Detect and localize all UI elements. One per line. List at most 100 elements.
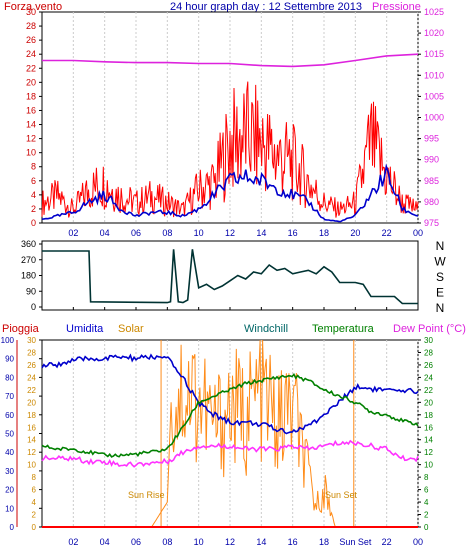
solar-tick-label: 28 (27, 348, 36, 357)
wind-tick-label: 10 (26, 148, 36, 158)
wind-x-tick-label: 00 (413, 228, 423, 238)
humidity-line (41, 353, 419, 435)
pressure-right-axis: 1025 1020 1015 1010 1005 1000 995 990 985 980 975 (418, 7, 444, 228)
pressure-tick-label: 975 (424, 218, 439, 228)
compass-label: W (434, 255, 446, 269)
solar-tick-label: 2 (32, 511, 37, 520)
temperature-tick-label: 8 (424, 473, 429, 482)
direction-tick-label: 0 (31, 302, 36, 312)
pressure-tick-label: 1020 (424, 28, 444, 38)
wind-x-axis: 02 04 06 08 10 12 14 16 18 20 22 00 (68, 228, 423, 238)
humidity-tick-label: 50 (5, 430, 14, 439)
temperature-tick-label: 30 (424, 336, 433, 345)
pressure-axis-title: Pressione (372, 1, 421, 13)
wind-tick-label: 16 (26, 105, 36, 115)
humidity-tick-label: 80 (5, 373, 14, 382)
humidity-tick-label: 20 (5, 486, 14, 495)
wind-tick-label: 12 (26, 134, 36, 144)
direction-left-axis: 360 270 180 90 0 (21, 239, 42, 312)
wind-x-tick-label: 16 (288, 228, 298, 238)
humidity-tick-label: 100 (1, 336, 15, 345)
direction-tick-label: 270 (21, 255, 36, 265)
humidity-tick-label: 40 (5, 448, 14, 457)
wind-tick-label: 0 (31, 218, 36, 228)
weather-x-tick-label: 10 (194, 537, 204, 547)
temperature-tick-label: 6 (424, 486, 429, 495)
wind-x-tick-label: 04 (100, 228, 110, 238)
direction-series (42, 249, 418, 305)
legend-rain: Pioggia (2, 323, 40, 335)
compass-label: S (436, 270, 444, 284)
weather-x-tick-label: 14 (256, 537, 266, 547)
temperature-tick-label: 22 (424, 386, 433, 395)
wind-speed-line (41, 81, 419, 218)
temperature-tick-label: 2 (424, 511, 429, 520)
pressure-tick-label: 1010 (424, 70, 444, 80)
pressure-tick-label: 990 (424, 155, 439, 165)
sun-set-label: Sun Set (325, 490, 358, 500)
wind-x-tick-label: 08 (162, 228, 172, 238)
solar-tick-label: 0 (32, 523, 37, 532)
humidity-tick-label: 60 (5, 411, 14, 420)
legend-dewpoint: Dew Point (°C) (393, 323, 466, 335)
legend-solar: Solar (118, 323, 144, 335)
wind-x-tick-label: 14 (256, 228, 266, 238)
weather-x-axis: 02 04 06 08 10 12 14 16 18 Sun Set 22 00 (68, 537, 423, 547)
wind-x-tick-label: 22 (382, 228, 392, 238)
sun-set-axis-label: Sun Set (339, 537, 372, 547)
wind-axis-title: Forza vento (4, 1, 62, 13)
legend-windchill: Windchill (244, 323, 288, 335)
wind-x-tick-label: 10 (194, 228, 204, 238)
weather-x-tick-label: 06 (131, 537, 141, 547)
wind-tick-label: 24 (26, 49, 36, 59)
wind-tick-label: 18 (26, 91, 36, 101)
temperature-tick-label: 18 (424, 411, 433, 420)
temperature-tick-label: 28 (424, 348, 433, 357)
weather-x-tick-label: 02 (68, 537, 78, 547)
temperature-tick-label: 26 (424, 361, 433, 370)
solar-tick-label: 6 (32, 486, 37, 495)
direction-x-axis (72, 307, 419, 310)
solar-tick-label: 24 (27, 373, 36, 382)
wind-tick-label: 28 (26, 21, 36, 31)
weather-series (41, 339, 419, 528)
legend-humidity: Umidita (66, 323, 104, 335)
weather-x-tick-label: 12 (225, 537, 235, 547)
solar-tick-label: 30 (27, 336, 36, 345)
weather-x-tick-label: 22 (382, 537, 392, 547)
wind-tick-label: 14 (26, 120, 36, 130)
weather-x-tick-label: 00 (413, 537, 423, 547)
weather-x-tick-label: 08 (162, 537, 172, 547)
weather-x-tick-label: 16 (288, 537, 298, 547)
temperature-tick-label: 4 (424, 498, 429, 507)
compass-label: N (436, 301, 445, 315)
temperature-tick-label: 24 (424, 373, 433, 382)
temperature-tick-label: 16 (424, 423, 433, 432)
pressure-tick-label: 980 (424, 197, 439, 207)
legend-temperature: Temperatura (312, 323, 375, 335)
wind-x-tick-label: 02 (68, 228, 78, 238)
compass-label: N (436, 239, 445, 253)
dewpoint-line (41, 439, 419, 468)
temperature-tick-label: 20 (424, 398, 433, 407)
solar-tick-label: 4 (32, 498, 37, 507)
compass-label: E (436, 286, 444, 300)
solar-tick-label: 26 (27, 361, 36, 370)
wind-x-tick-label: 20 (350, 228, 360, 238)
wind-x-tick-label: 12 (225, 228, 235, 238)
wind-series (41, 53, 419, 223)
wind-tick-label: 26 (26, 35, 36, 45)
wind-tick-label: 30 (26, 7, 36, 17)
chart-title: 24 hour graph day : 12 Settembre 2013 (170, 1, 362, 13)
humidity-tick-label: 10 (5, 504, 14, 513)
direction-tick-label: 360 (21, 239, 36, 249)
pressure-tick-label: 1025 (424, 7, 444, 17)
wind-x-tick-label: 06 (131, 228, 141, 238)
sun-rise-label: Sun Rise (128, 490, 165, 500)
weather-x-tick-label: 18 (319, 537, 329, 547)
wind-tick-label: 20 (26, 77, 36, 87)
wind-tick-label: 6 (31, 176, 36, 186)
